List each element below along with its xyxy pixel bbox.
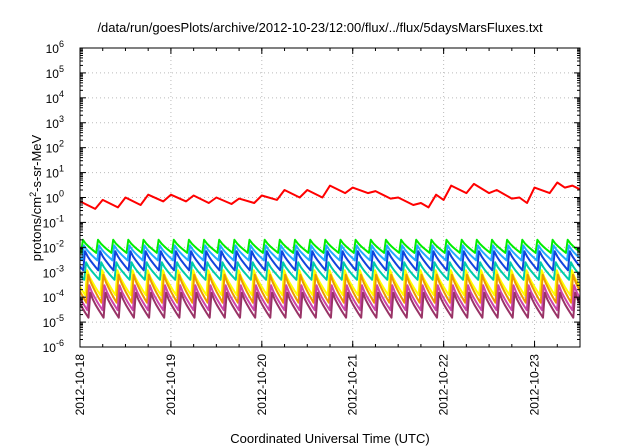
x-tick-label: 2012-10-22 <box>437 354 451 416</box>
x-tick-label: 2012-10-20 <box>255 354 269 416</box>
series-lines <box>80 181 580 319</box>
series-line-4 <box>80 250 580 272</box>
x-tick-label: 2012-10-21 <box>346 354 360 416</box>
y-tick-label: 10-5 <box>43 313 64 330</box>
y-tick-label: 10-1 <box>43 213 64 230</box>
series-line-9 <box>80 291 580 319</box>
y-tick-label: 10-2 <box>43 238 64 255</box>
series-line-1 <box>80 181 580 210</box>
chart-title: /data/run/goesPlots/archive/2012-10-23/1… <box>97 20 543 35</box>
y-tick-label: 103 <box>46 114 64 131</box>
y-ticks: 10-6 10-5 10-4 10-3 10-2 10-1 100 101 102 103 104 1… <box>43 39 580 355</box>
y-tick-label: 10-6 <box>43 338 64 355</box>
x-tick-label: 2012-10-18 <box>73 354 87 416</box>
y-tick-label: 10-4 <box>43 288 64 305</box>
x-ticks: 2012-10-18 2012-10-19 2012-10-20 2012-10-21… <box>73 48 581 416</box>
x-axis-label: Coordinated Universal Time (UTC) <box>230 431 430 446</box>
y-tick-label: 104 <box>46 89 64 106</box>
series-line-6 <box>80 269 580 297</box>
y-tick-label: 100 <box>46 189 64 206</box>
x-tick-label: 2012-10-23 <box>528 354 542 416</box>
y-tick-label: 105 <box>46 64 64 81</box>
y-tick-label: 106 <box>46 39 64 56</box>
y-tick-label: 101 <box>46 164 64 181</box>
series-line-8 <box>80 284 580 312</box>
series-line-2 <box>80 238 580 254</box>
series-line-3 <box>80 244 580 262</box>
y-tick-label: 102 <box>46 139 64 156</box>
x-tick-label: 2012-10-19 <box>164 354 178 416</box>
y-tick-label: 10-3 <box>43 263 64 280</box>
series-line-7 <box>80 273 580 304</box>
series-line-5 <box>80 261 580 281</box>
